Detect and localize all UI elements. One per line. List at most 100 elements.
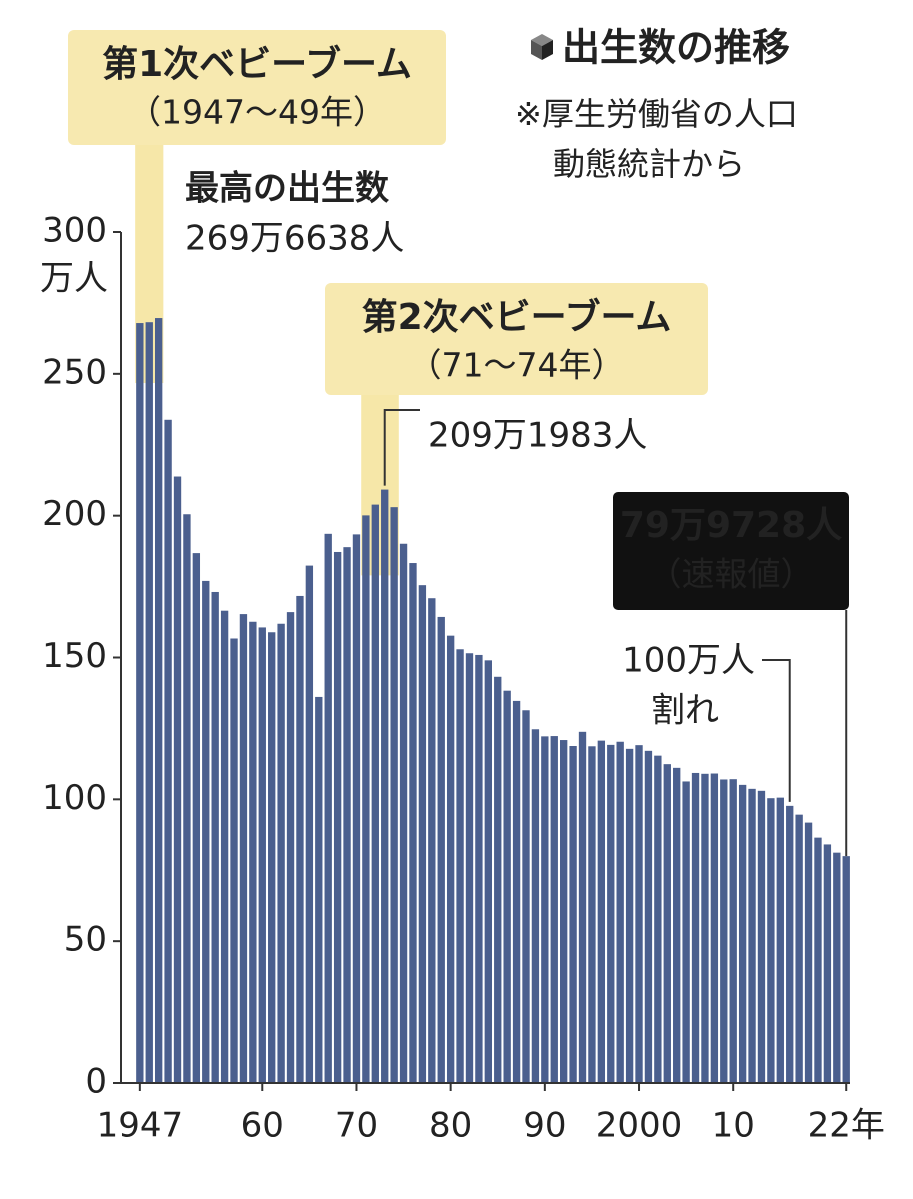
below-million-label: 割れ [651,691,719,731]
boom-years: （1947～49年） [128,93,386,132]
bar [418,585,427,1083]
y-tick-label: 150 [42,636,107,676]
bar [164,419,172,1083]
x-tick-label: 22年 [808,1106,885,1146]
bar [192,553,201,1083]
bar [362,515,370,1083]
boom-title: 第1次ベビーブーム [102,43,412,85]
value-label: 209万1983人 [428,416,647,456]
bar [437,616,445,1083]
bar [512,700,521,1083]
bar [268,632,276,1083]
bar [230,638,238,1083]
bar [286,612,295,1083]
bar [748,788,756,1083]
bar [220,610,229,1083]
boom-title: 第2次ベビーブーム [362,296,672,338]
bar [560,740,568,1083]
value-label: 269万6638人 [185,219,404,259]
bar [503,690,511,1083]
provisional-box [613,492,849,610]
bar [465,653,474,1083]
y-tick-label: 300 [42,211,107,251]
bar [475,654,483,1083]
bar [305,565,314,1083]
bar [258,627,266,1083]
below-million-label: 100万人 [622,641,755,681]
x-tick-label: 2000 [596,1106,683,1146]
bar [635,745,643,1083]
bar [644,750,653,1083]
bar [315,696,323,1083]
bar [352,534,361,1083]
x-tick-label: 10 [712,1106,755,1146]
bar [795,814,803,1083]
value-label: 79万9728人 [620,505,842,546]
bar [484,660,492,1083]
bar [701,773,709,1083]
bar [625,748,634,1083]
bar [607,744,615,1083]
bar [682,781,690,1083]
x-tick-label: 90 [523,1106,566,1146]
y-tick-label: 200 [42,494,107,534]
source-note: ※厚生労働省の人口 [515,95,798,133]
bar [710,773,719,1083]
bar [277,623,285,1083]
y-tick-label: 50 [64,920,107,960]
bar [729,779,737,1083]
bar [578,731,587,1083]
boom-box [68,30,446,145]
y-axis-unit: 万人 [40,259,108,299]
bar [390,507,398,1083]
bar [720,779,728,1083]
bar [663,764,671,1083]
y-tick-label: 100 [42,778,107,818]
boom-box [325,283,708,395]
bar [296,595,304,1083]
x-tick-label: 60 [241,1106,284,1146]
bar [738,784,747,1083]
bar [494,676,502,1083]
bar [239,614,248,1083]
peak-label: 最高の出生数 [185,169,389,209]
bar [776,797,784,1083]
bar [654,755,662,1083]
bar [145,322,153,1083]
bar [541,736,549,1083]
bar [409,563,417,1083]
bar [202,580,210,1083]
bar [399,543,408,1083]
bar [173,476,182,1084]
bar [456,649,464,1083]
bar [324,533,332,1083]
bar [691,772,700,1083]
bar [428,598,436,1083]
bar [550,736,558,1083]
bar [333,551,342,1083]
bar [446,635,455,1083]
leader-line [762,659,791,802]
x-tick-label: 80 [429,1106,472,1146]
bar [211,591,219,1083]
source-note: 動態統計から [553,145,745,183]
bar [804,822,813,1083]
bar [786,805,794,1083]
bar [673,767,681,1083]
bar [767,798,775,1083]
bar [155,318,163,1083]
bar [597,740,606,1083]
bar [531,729,540,1083]
bar [522,710,530,1083]
title-icon [531,34,553,60]
bar [616,741,624,1083]
bar [183,514,191,1083]
leader-line [383,409,420,486]
boom-years: （71～74年） [409,346,625,385]
bar [136,323,144,1083]
y-tick-label: 0 [85,1062,107,1102]
bar [823,844,832,1083]
x-tick-label: 1947 [97,1106,184,1146]
bar [569,746,577,1083]
